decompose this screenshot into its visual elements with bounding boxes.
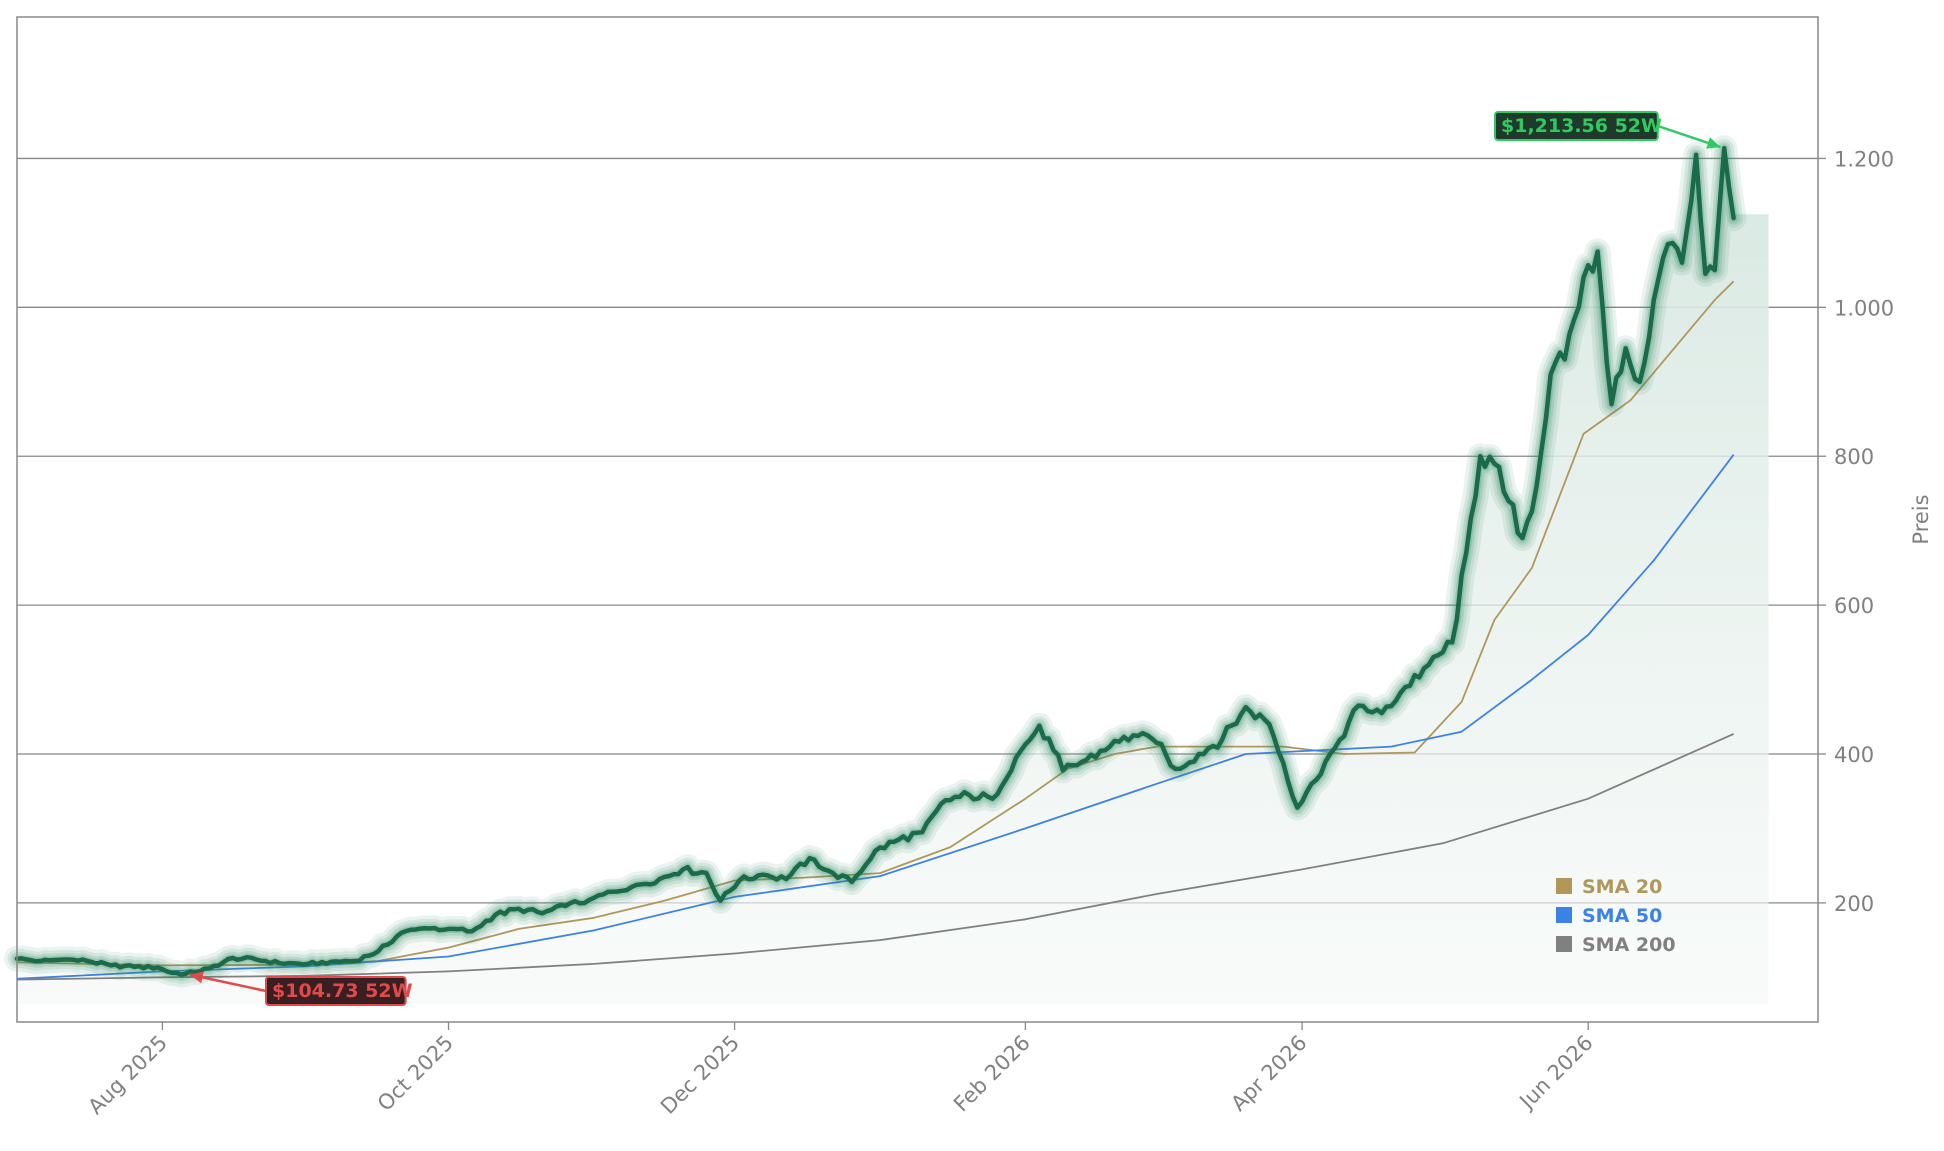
y-tick-label: 1.200 xyxy=(1834,147,1894,171)
annotations: $1,213.56 52W $104.73 52W xyxy=(189,111,1721,1006)
low-annotation-label: $104.73 52W xyxy=(272,980,413,1002)
plot-frame xyxy=(16,16,1819,1023)
x-tick-label: Oct 2025 xyxy=(373,1031,458,1116)
sma-20-line xyxy=(16,280,1735,967)
low-annotation: $104.73 52W xyxy=(189,971,413,1006)
low-annotation-arrowhead xyxy=(189,971,204,984)
y-tick-label: 800 xyxy=(1834,445,1874,469)
x-tick-label: Apr 2026 xyxy=(1226,1031,1311,1116)
price-series xyxy=(4,135,1747,988)
legend-swatch xyxy=(1556,907,1572,923)
x-tick-label: Dec 2025 xyxy=(656,1031,744,1119)
legend-swatch xyxy=(1556,936,1572,952)
legend: SMA 20 SMA 50 SMA 200 xyxy=(1556,876,1676,956)
sma-50-line xyxy=(16,454,1735,980)
x-tick-label: Jun 2026 xyxy=(1514,1031,1598,1115)
legend-label: SMA 20 xyxy=(1582,876,1662,898)
x-axis: Aug 2025 Oct 2025 Dec 2025 Feb 2026 Apr 2026… xyxy=(83,1022,1598,1119)
x-tick-label: Feb 2026 xyxy=(949,1031,1035,1117)
x-tick-label: Aug 2025 xyxy=(83,1031,171,1119)
legend-label: SMA 200 xyxy=(1582,934,1676,956)
high-annotation-label: $1,213.56 52W xyxy=(1501,115,1662,137)
high-annotation-arrowhead xyxy=(1706,137,1721,149)
y-tick-label: 1.000 xyxy=(1834,296,1894,320)
legend-swatch xyxy=(1556,878,1572,894)
high-annotation: $1,213.56 52W xyxy=(1494,111,1721,149)
price-area-fill xyxy=(17,148,1769,1005)
y-tick-label: 200 xyxy=(1834,892,1874,916)
y-tick-label: 600 xyxy=(1834,594,1874,618)
sma-200-line xyxy=(16,733,1734,981)
price-area xyxy=(17,148,1769,1005)
moving-averages xyxy=(16,280,1735,981)
legend-label: SMA 50 xyxy=(1582,905,1662,927)
price-line xyxy=(14,146,1736,977)
y-axis: 200 400 600 800 1.000 1.200 xyxy=(1818,147,1894,916)
y-tick-label: 400 xyxy=(1834,743,1874,767)
y-axis-title: Preis xyxy=(1909,494,1933,544)
